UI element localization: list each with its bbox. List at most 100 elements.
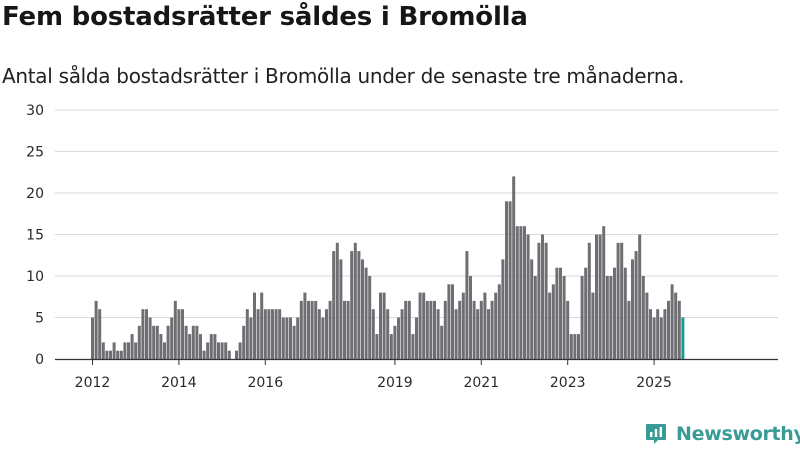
bar (299, 300, 303, 359)
bar (476, 309, 480, 359)
bar (515, 226, 519, 359)
bar (332, 251, 336, 359)
bar (116, 350, 120, 359)
bar (443, 300, 447, 359)
bar (303, 292, 307, 359)
bar (328, 300, 332, 359)
bar (148, 317, 152, 359)
bar (620, 242, 624, 359)
bar (184, 325, 188, 359)
bar (137, 325, 141, 359)
bar (335, 242, 339, 359)
bar (497, 284, 501, 359)
bar (584, 267, 588, 359)
bar (505, 201, 508, 359)
y-tick-label: 10 (26, 269, 44, 285)
bar (339, 259, 343, 359)
bar (364, 267, 368, 359)
bar (393, 325, 397, 359)
chart-subtitle: Antal sålda bostadsrätter i Bromölla und… (2, 64, 685, 88)
x-tick-label: 2016 (247, 375, 283, 391)
bar (346, 300, 350, 359)
bar (188, 334, 192, 359)
bar (343, 300, 346, 359)
bar (98, 309, 102, 359)
bar (263, 309, 267, 359)
bar (609, 276, 613, 359)
bar (613, 267, 616, 359)
bar (479, 300, 483, 359)
x-tick-label: 2012 (75, 375, 111, 391)
bar (389, 334, 393, 359)
bar (461, 292, 465, 359)
bar (371, 309, 375, 359)
bar (659, 317, 663, 359)
bar (631, 259, 634, 359)
bar (130, 334, 134, 359)
bar (386, 309, 390, 359)
bar (641, 276, 645, 359)
bar (274, 309, 278, 359)
bar (368, 276, 372, 359)
bar (533, 276, 537, 359)
bar (501, 259, 505, 359)
bar (541, 234, 544, 359)
bar (155, 325, 159, 359)
bar (623, 267, 627, 359)
bar (278, 309, 282, 359)
bar (159, 334, 163, 359)
bar (436, 309, 440, 359)
bar (451, 284, 454, 359)
bar (569, 334, 573, 359)
bar (634, 251, 638, 359)
bar (91, 317, 94, 359)
bar (361, 259, 364, 359)
bar (595, 234, 598, 359)
bar (285, 317, 289, 359)
bar (418, 292, 422, 359)
bar (119, 350, 123, 359)
bar (181, 309, 184, 359)
bar (321, 317, 325, 359)
bar (490, 300, 494, 359)
bar (357, 251, 361, 359)
bar (314, 300, 318, 359)
bar (397, 317, 400, 359)
bar (530, 259, 534, 359)
bar (163, 342, 166, 359)
bar (238, 342, 242, 359)
bar (260, 292, 264, 359)
bar (317, 309, 321, 359)
bar (256, 309, 260, 359)
bar (663, 309, 667, 359)
bar (109, 350, 112, 359)
bar (472, 300, 476, 359)
bar (559, 267, 562, 359)
bar (242, 325, 246, 359)
bar (645, 292, 649, 359)
bar (94, 300, 98, 359)
bar (224, 342, 228, 359)
bar (217, 342, 220, 359)
bar (404, 300, 408, 359)
chart-title: Fem bostadsrätter såldes i Bromölla (2, 2, 528, 32)
brand-logo[interactable]: Newsworthy (644, 420, 800, 448)
bar (458, 300, 462, 359)
x-tick-label: 2019 (377, 375, 413, 391)
bar (512, 176, 516, 359)
bar (415, 317, 418, 359)
bar (375, 334, 379, 359)
bar (411, 334, 415, 359)
bar (454, 309, 458, 359)
bar (227, 350, 231, 359)
bar (173, 300, 177, 359)
bar (271, 309, 274, 359)
bar (382, 292, 386, 359)
bar (145, 309, 148, 359)
bar (112, 342, 116, 359)
bar (548, 292, 552, 359)
bar (166, 325, 170, 359)
bar (537, 242, 541, 359)
bar (296, 317, 300, 359)
